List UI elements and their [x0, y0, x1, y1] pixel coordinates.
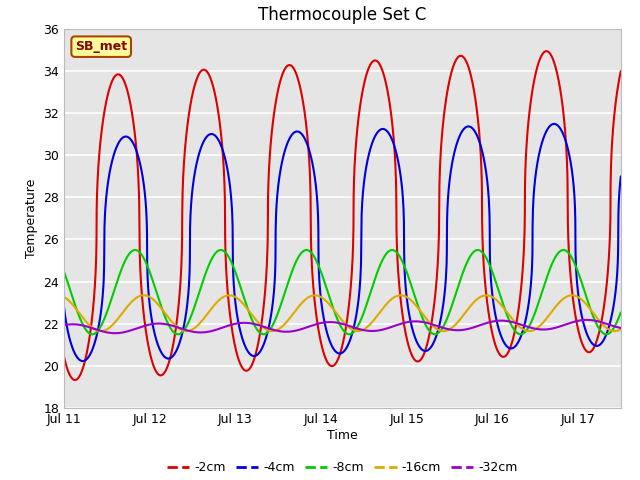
-16cm: [617, 326, 625, 332]
Line: -32cm: -32cm: [64, 320, 621, 333]
-8cm: [260, 331, 268, 337]
-8cm: [274, 310, 282, 316]
-8cm: [60, 269, 68, 275]
-4cm: [550, 121, 558, 127]
-32cm: [617, 325, 625, 331]
Line: -4cm: -4cm: [64, 124, 621, 361]
-16cm: [274, 327, 282, 333]
-16cm: [298, 300, 305, 306]
-32cm: [606, 322, 614, 328]
-32cm: [60, 323, 68, 328]
-16cm: [124, 303, 131, 309]
-16cm: [546, 311, 554, 317]
Text: SB_met: SB_met: [75, 40, 127, 53]
-32cm: [583, 317, 591, 323]
-4cm: [606, 319, 614, 325]
-32cm: [298, 326, 306, 332]
-4cm: [124, 134, 132, 140]
-32cm: [157, 321, 164, 326]
-16cm: [440, 328, 447, 334]
-4cm: [60, 304, 68, 310]
-2cm: [298, 93, 306, 98]
Line: -8cm: -8cm: [64, 250, 621, 334]
-2cm: [157, 372, 164, 378]
-2cm: [124, 89, 132, 95]
-2cm: [543, 48, 550, 54]
-32cm: [124, 328, 132, 334]
-2cm: [617, 68, 625, 74]
-8cm: [617, 310, 625, 315]
Y-axis label: Temperature: Temperature: [25, 179, 38, 258]
-2cm: [60, 354, 68, 360]
-8cm: [157, 302, 164, 308]
-8cm: [298, 249, 306, 255]
Title: Thermocouple Set C: Thermocouple Set C: [258, 6, 427, 24]
-16cm: [568, 292, 576, 298]
Legend: -2cm, -4cm, -8cm, -16cm, -32cm: -2cm, -4cm, -8cm, -16cm, -32cm: [162, 456, 523, 479]
X-axis label: Time: Time: [327, 429, 358, 442]
-8cm: [606, 330, 614, 336]
-2cm: [547, 51, 554, 57]
-8cm: [547, 265, 554, 271]
-2cm: [606, 223, 614, 229]
Line: -16cm: -16cm: [64, 295, 621, 331]
-16cm: [606, 327, 614, 333]
-4cm: [298, 131, 306, 137]
-4cm: [274, 188, 282, 194]
-4cm: [157, 348, 164, 354]
-32cm: [274, 328, 282, 334]
-4cm: [617, 174, 625, 180]
Line: -2cm: -2cm: [64, 51, 621, 380]
-16cm: [157, 304, 164, 310]
-2cm: [274, 89, 282, 95]
-4cm: [79, 358, 86, 364]
-32cm: [546, 326, 554, 332]
-32cm: [111, 330, 119, 336]
-4cm: [546, 123, 554, 129]
-2cm: [71, 377, 79, 383]
-16cm: [60, 294, 68, 300]
-8cm: [124, 253, 131, 259]
-8cm: [131, 247, 139, 253]
